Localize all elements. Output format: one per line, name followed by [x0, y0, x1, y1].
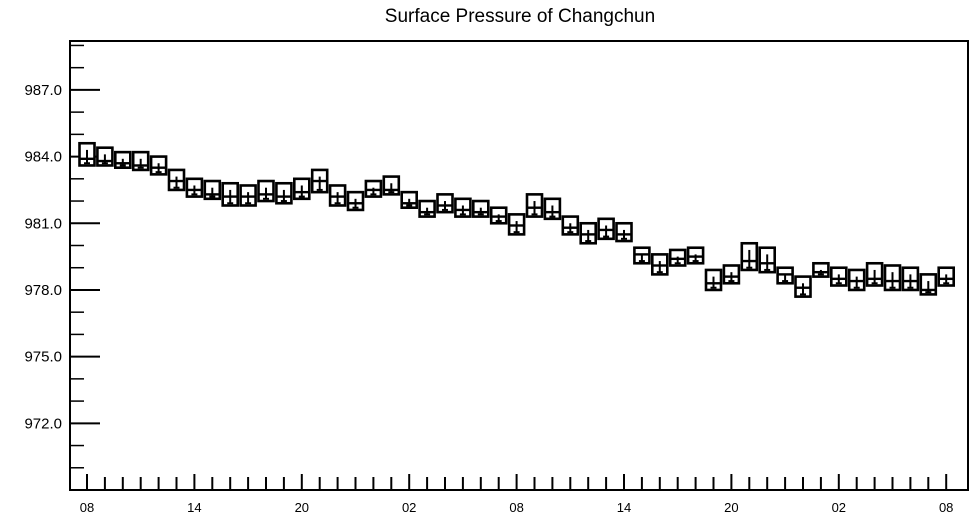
- y-tick-label: 972.0: [24, 415, 62, 432]
- y-tick-label: 981.0: [24, 215, 62, 232]
- box-mark: [131, 150, 150, 172]
- chart-title: Surface Pressure of Changchun: [385, 6, 655, 27]
- box-mark: [78, 141, 96, 167]
- x-axis: 08 14 20 02 08 14 20 02 08: [80, 474, 953, 515]
- box-mark: [310, 168, 329, 194]
- box-mark: [794, 275, 812, 298]
- box-mark: [292, 177, 311, 201]
- y-axis: 987.0 984.0 981.0 978.0 975.0 972.0: [24, 44, 100, 491]
- x-tick-label: 08: [939, 500, 953, 515]
- y-tick-label: 984.0: [24, 149, 62, 166]
- box-mark: [937, 266, 956, 287]
- x-tick-label: 08: [80, 500, 94, 515]
- x-tick-label: 02: [832, 500, 846, 515]
- x-tick-label: 02: [402, 500, 416, 515]
- box-mark: [633, 246, 651, 265]
- box-mark: [829, 266, 848, 287]
- box-mark: [257, 179, 275, 203]
- box-mark: [883, 264, 902, 292]
- box-mark: [901, 266, 920, 292]
- box-mark: [471, 199, 490, 218]
- box-mark: [704, 268, 723, 292]
- box-mark: [328, 184, 347, 207]
- box-mark: [650, 253, 669, 276]
- box-mark: [382, 175, 401, 196]
- box-mark: [185, 177, 204, 198]
- x-tick-label: 20: [295, 500, 309, 515]
- x-tick-label: 20: [724, 500, 738, 515]
- box-series: [78, 141, 956, 298]
- y-tick-label: 978.0: [24, 282, 62, 299]
- box-mark: [167, 168, 186, 192]
- box-mark: [239, 184, 257, 207]
- box-mark: [525, 193, 544, 218]
- box-mark: [615, 221, 633, 243]
- x-tick-label: 08: [509, 500, 523, 515]
- box-mark: [418, 199, 436, 218]
- box-mark: [561, 215, 580, 236]
- y-tick-label: 975.0: [24, 349, 62, 366]
- box-mark: [96, 146, 114, 167]
- y-tick-label: 987.0: [24, 82, 62, 99]
- x-tick-label: 14: [617, 500, 631, 515]
- box-mark: [919, 273, 938, 296]
- box-mark: [812, 261, 830, 278]
- box-mark: [597, 217, 615, 241]
- box-mark: [489, 206, 508, 225]
- box-mark: [776, 266, 794, 285]
- box-mark: [275, 181, 293, 205]
- box-mark: [722, 264, 741, 285]
- box-mark: [740, 241, 759, 272]
- box-mark: [221, 181, 239, 207]
- box-mark: [454, 197, 472, 218]
- box-mark: [847, 268, 866, 292]
- box-mark: [203, 179, 222, 201]
- box-mark: [436, 193, 454, 214]
- box-mark: [686, 246, 705, 265]
- box-mark: [149, 155, 168, 176]
- box-mark: [668, 248, 687, 267]
- plot-frame: [69, 40, 969, 491]
- box-mark: [865, 261, 884, 287]
- box-mark: [579, 221, 598, 245]
- box-mark: [114, 150, 132, 169]
- box-mark: [364, 179, 383, 198]
- box-mark: [507, 213, 526, 236]
- x-tick-label: 14: [187, 500, 201, 515]
- box-mark: [543, 197, 562, 221]
- box-mark: [400, 190, 419, 210]
- box-mark: [758, 246, 777, 274]
- box-mark: [346, 190, 365, 212]
